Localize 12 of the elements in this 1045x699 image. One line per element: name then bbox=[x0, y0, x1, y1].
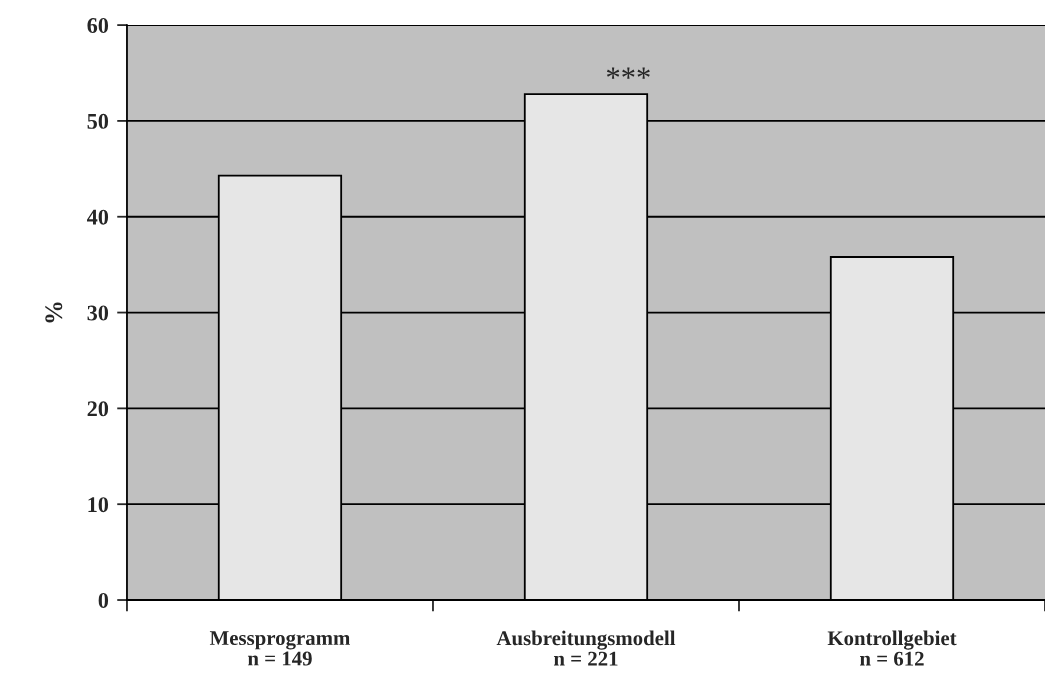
y-tick-label: 50 bbox=[87, 113, 109, 129]
y-tick-label: 60 bbox=[87, 18, 109, 34]
x-tick-label: Messprogramm n = 149 bbox=[209, 631, 351, 666]
x-tick-label: Kontrollgebiet n = 612 bbox=[827, 630, 957, 666]
y-tick-label: 20 bbox=[87, 401, 109, 417]
y-tick-label: 10 bbox=[88, 497, 109, 513]
x-tick-label: Ausbreitungsmodell n = 221 bbox=[496, 630, 676, 666]
annotation: *** bbox=[606, 67, 650, 79]
y-axis-title: % bbox=[45, 302, 63, 323]
y-tick-label: 30 bbox=[87, 305, 109, 321]
y-tick-label: 40 bbox=[87, 209, 109, 225]
y-tick-label: 0 bbox=[98, 592, 109, 608]
